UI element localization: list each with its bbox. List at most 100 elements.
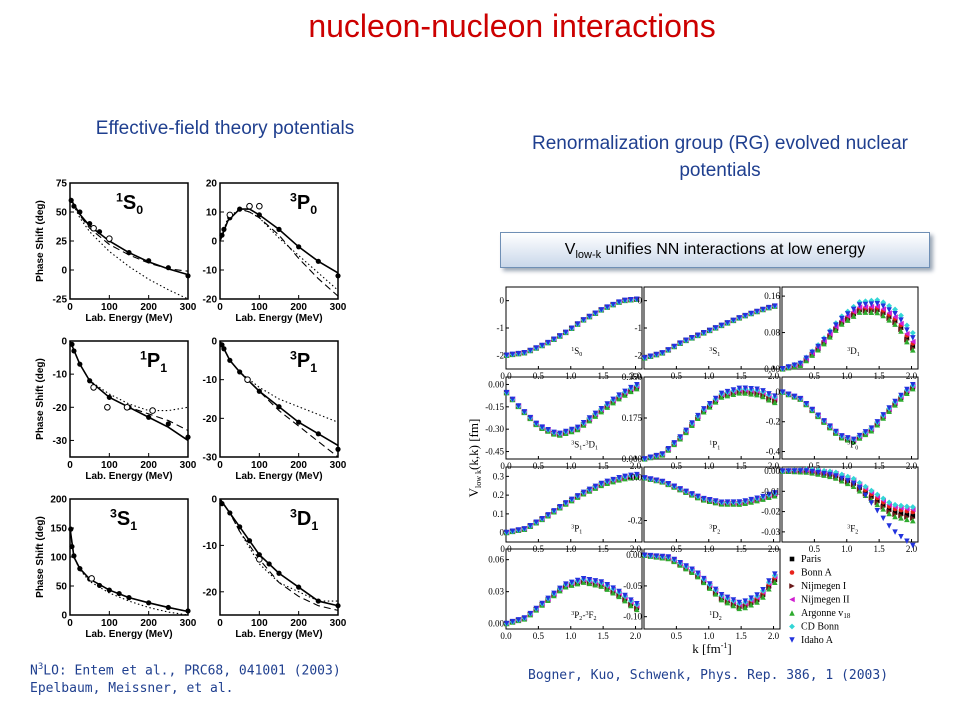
data-point	[246, 538, 253, 544]
marker-tri-down	[628, 384, 634, 391]
y-tick-label: 0	[500, 528, 505, 538]
x-tick-label: 1.5	[598, 461, 610, 471]
marker-tri-down	[718, 499, 725, 506]
curve-dotted	[69, 527, 189, 616]
panel-frame	[781, 376, 919, 460]
marker-tri-down	[689, 566, 695, 573]
marker-tri-down	[665, 554, 672, 560]
data-point	[71, 553, 77, 559]
marker-tri-down	[724, 594, 731, 601]
marker-diamond	[892, 501, 898, 508]
x-tick-label: 1.0	[565, 631, 577, 641]
marker-tri-down	[701, 330, 707, 336]
legend-item: Argonne v18	[789, 608, 851, 620]
marker-tri-down	[671, 343, 677, 350]
legend-item: Nijmegen I	[789, 581, 846, 592]
marker-tri-down	[610, 301, 616, 308]
data-point	[116, 590, 122, 597]
left-subtitle: Effective-field theory potentials	[95, 118, 355, 139]
x-tick-label: 2.0	[768, 461, 780, 471]
marker-tri-down	[701, 575, 707, 582]
y-tick-label: 0	[776, 387, 781, 397]
marker-tri-down	[827, 329, 833, 336]
panel-frame	[505, 548, 643, 630]
marker-tri-up	[730, 602, 737, 609]
y-tick-label: -0.10	[623, 612, 642, 622]
panel-label: 3S1 -3D1	[571, 440, 598, 452]
y-tick-label: 0.2	[493, 490, 504, 500]
marker-tri-down	[730, 317, 737, 324]
open-data-point	[90, 224, 97, 232]
marker-tri-down	[634, 601, 640, 607]
marker-tri-up	[742, 390, 748, 396]
panel-frame	[505, 466, 643, 543]
marker-tri-down	[665, 481, 672, 487]
data-point	[256, 388, 262, 394]
marker-tri-down	[677, 340, 683, 346]
marker-tri-down	[760, 493, 766, 500]
marker-tri-down	[598, 405, 605, 412]
vlowk-panel-3P2-3F2: 0.0 0.5 1.0 1.5 2.0 0.06 0.03 0.00 3P2 -3F2	[488, 548, 643, 641]
x-tick-label: 0.5	[671, 631, 683, 641]
open-data-point	[226, 211, 234, 219]
marker-tri-up	[724, 599, 731, 606]
marker-tri-down	[880, 515, 886, 522]
marker-tri-up	[862, 309, 869, 315]
marker-tri-down	[598, 307, 605, 313]
x-tick-label: 200	[290, 302, 307, 313]
data-point	[185, 273, 191, 279]
marker-tri-down	[634, 381, 640, 388]
marker-tri-down	[503, 620, 510, 627]
marker-tri-up	[833, 327, 839, 333]
y-tick-label: 0	[61, 337, 67, 348]
data-point	[77, 361, 83, 367]
marker-tri-down	[521, 349, 528, 356]
y-axis-label: Phase Shift (deg)	[35, 200, 46, 282]
marker-tri-up	[874, 309, 881, 316]
marker-tri-up	[718, 596, 725, 603]
legend-label: Nijmegen II	[801, 595, 850, 606]
marker-tri-down	[815, 469, 821, 476]
data-point	[219, 342, 225, 348]
marker-tri-down	[839, 315, 845, 322]
marker-tri-down	[671, 440, 677, 446]
marker-tri-up	[766, 396, 772, 403]
marker-diamond	[909, 329, 916, 336]
marker-tri-down	[509, 396, 516, 403]
open-data-point	[104, 403, 111, 411]
marker-tri-down	[833, 322, 839, 328]
marker-tri-down	[622, 592, 628, 599]
marker-tri-up	[622, 392, 628, 398]
marker-tri-up	[706, 585, 713, 591]
marker-tri-down	[797, 360, 804, 367]
marker-tri-down	[730, 499, 737, 505]
open-data-point	[106, 235, 113, 242]
marker-tri-down	[671, 483, 677, 490]
panel-frame	[781, 286, 919, 370]
marker-tri-down	[892, 529, 898, 535]
x-tick-label: 100	[251, 618, 268, 629]
banner-sub: low-k	[575, 249, 602, 262]
y-tick-label: -0.02	[761, 507, 780, 517]
marker-tri-down	[827, 423, 833, 429]
marker-tri-up	[772, 399, 778, 406]
x-tick-label: 1.0	[703, 461, 715, 471]
y-tick-label: 0.3	[493, 471, 505, 481]
marker-tri-down	[557, 430, 563, 437]
marker-tri-down	[701, 406, 707, 412]
marker-tri-down	[551, 590, 557, 597]
x-tick-label: 1.0	[703, 631, 715, 641]
y-tick-label: 20	[206, 179, 218, 190]
marker-tri-down	[695, 412, 701, 419]
marker-tri-down	[754, 308, 760, 315]
y-tick-label: 150	[50, 524, 67, 535]
data-point	[315, 598, 321, 604]
marker-tri-down	[592, 578, 599, 584]
marker-tri-down	[580, 317, 587, 323]
eft-panel-3P1: 0 100 200 300 Lab. Energy (MeV) 0 -10 -20 -30 3P1	[203, 337, 347, 483]
marker-tri-down	[862, 429, 869, 435]
marker-tri-down	[574, 493, 581, 499]
data-point	[96, 229, 103, 235]
marker-tri-down	[592, 483, 599, 490]
marker-tri-down	[509, 351, 516, 358]
